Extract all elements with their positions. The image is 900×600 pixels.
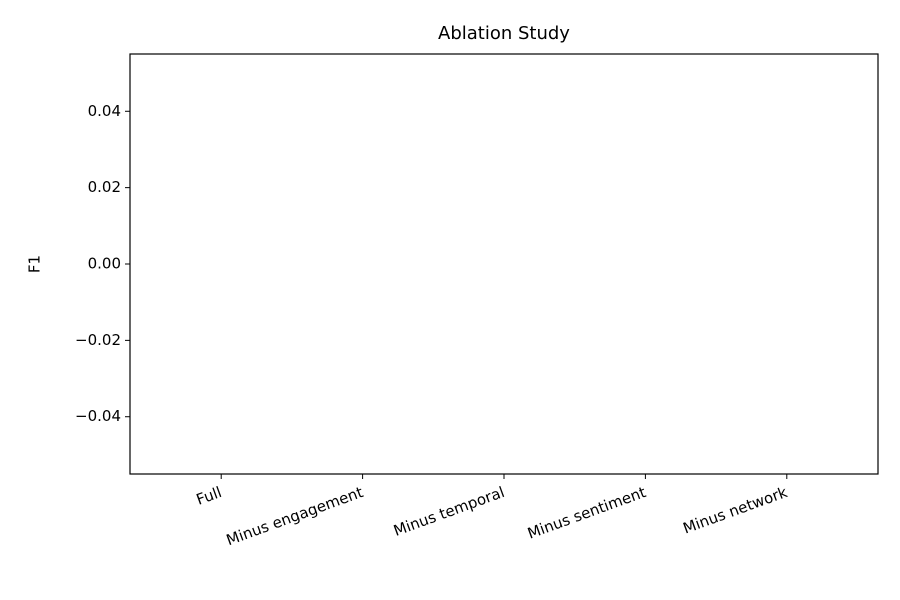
y-tick-label: −0.04 [75,407,121,425]
x-tick-label: Minus engagement [224,483,366,549]
plot-frame [129,53,879,475]
y-tick-label: 0.00 [88,255,121,273]
x-tick-label: Full [194,483,224,509]
y-axis-label: F1 [26,255,44,273]
x-tick-label: Minus sentiment [525,483,648,543]
x-tick-label: Minus network [681,483,790,538]
y-tick-label: −0.02 [75,331,121,349]
chart-title: Ablation Study [438,23,570,44]
y-tick-label: 0.04 [88,102,121,120]
x-tick-label: Minus temporal [391,483,507,540]
y-tick-label: 0.02 [88,178,121,196]
